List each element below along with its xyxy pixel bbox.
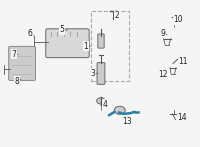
Text: 3: 3 — [90, 69, 95, 78]
FancyBboxPatch shape — [97, 63, 105, 84]
Text: 9: 9 — [160, 29, 165, 38]
FancyBboxPatch shape — [46, 29, 89, 58]
Text: 12: 12 — [158, 70, 167, 79]
Circle shape — [97, 98, 105, 104]
Text: 7: 7 — [11, 50, 16, 59]
Text: 13: 13 — [122, 117, 132, 126]
Text: 4: 4 — [103, 100, 108, 109]
Text: 5: 5 — [60, 25, 65, 34]
Bar — [91, 11, 129, 81]
FancyBboxPatch shape — [9, 46, 36, 80]
Text: 8: 8 — [15, 77, 20, 86]
Text: 6: 6 — [28, 29, 33, 38]
Text: 11: 11 — [178, 57, 188, 66]
Text: 10: 10 — [173, 15, 183, 24]
FancyBboxPatch shape — [98, 34, 104, 48]
Text: 1: 1 — [83, 42, 88, 51]
Text: 2: 2 — [115, 11, 120, 20]
Text: 14: 14 — [177, 113, 187, 122]
Circle shape — [114, 106, 125, 114]
